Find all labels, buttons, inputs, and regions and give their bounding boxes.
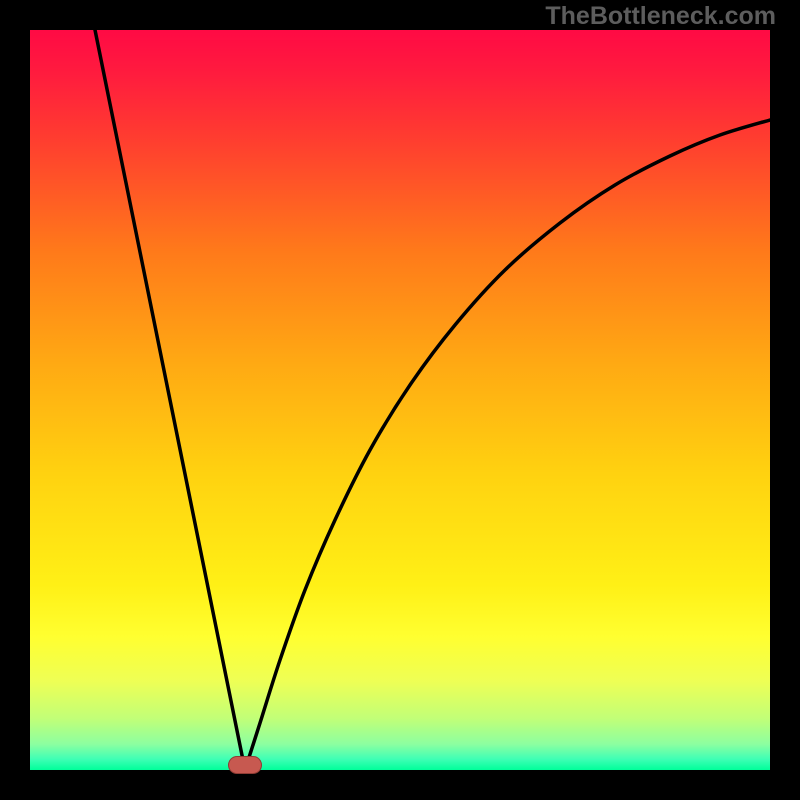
plot-area: [30, 30, 770, 770]
bottleneck-curve: [30, 30, 770, 770]
chart-container: TheBottleneck.com: [0, 0, 800, 800]
watermark-text: TheBottleneck.com: [545, 2, 776, 31]
optimum-marker: [228, 756, 262, 774]
